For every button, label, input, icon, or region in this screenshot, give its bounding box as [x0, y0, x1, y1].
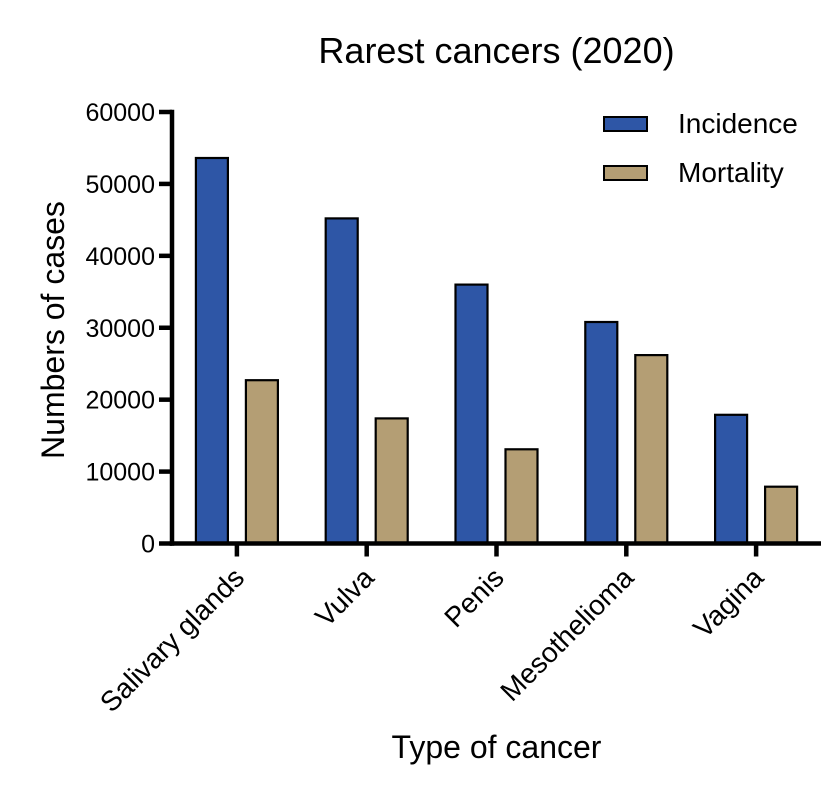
legend-item-mortality: Mortality	[603, 159, 798, 187]
chart-title: Rarest cancers (2020)	[318, 30, 675, 71]
bar-mortality-vagina	[763, 485, 799, 545]
y-tick-label: 0	[141, 531, 155, 559]
y-tick-label: 20000	[85, 387, 155, 415]
bar-mortality-salivary-glands	[244, 379, 279, 545]
y-tick-label: 50000	[85, 171, 155, 199]
x-category-label: Mesothelioma	[494, 562, 639, 707]
bar-mortality-vulva	[374, 417, 409, 545]
bar-incidence-mesothelioma	[584, 320, 619, 545]
y-tick-label: 30000	[85, 315, 155, 343]
legend-label-mortality: Mortality	[678, 157, 784, 188]
y-tick-label: 60000	[85, 99, 155, 127]
legend-item-incidence: Incidence	[603, 110, 798, 138]
mortality-swatch	[603, 165, 648, 181]
y-tick-label: 10000	[85, 459, 155, 487]
x-category-label: Vagina	[687, 562, 769, 644]
bar-mortality-penis	[504, 448, 539, 545]
bar-mortality-mesothelioma	[634, 354, 669, 545]
y-tick-label: 40000	[85, 243, 155, 271]
legend: Incidence Mortality	[603, 110, 798, 187]
bar-incidence-vulva	[324, 217, 359, 545]
x-axis-title: Type of cancer	[391, 729, 602, 765]
x-category-label: Penis	[438, 562, 509, 633]
incidence-swatch	[603, 116, 648, 132]
bar-incidence-vagina	[713, 413, 749, 545]
x-category-label: Vulva	[309, 562, 380, 633]
legend-label-incidence: Incidence	[678, 108, 798, 139]
bar-incidence-salivary-glands	[194, 156, 229, 545]
bar-incidence-penis	[454, 283, 489, 545]
x-category-label: Salivary glands	[94, 562, 250, 718]
